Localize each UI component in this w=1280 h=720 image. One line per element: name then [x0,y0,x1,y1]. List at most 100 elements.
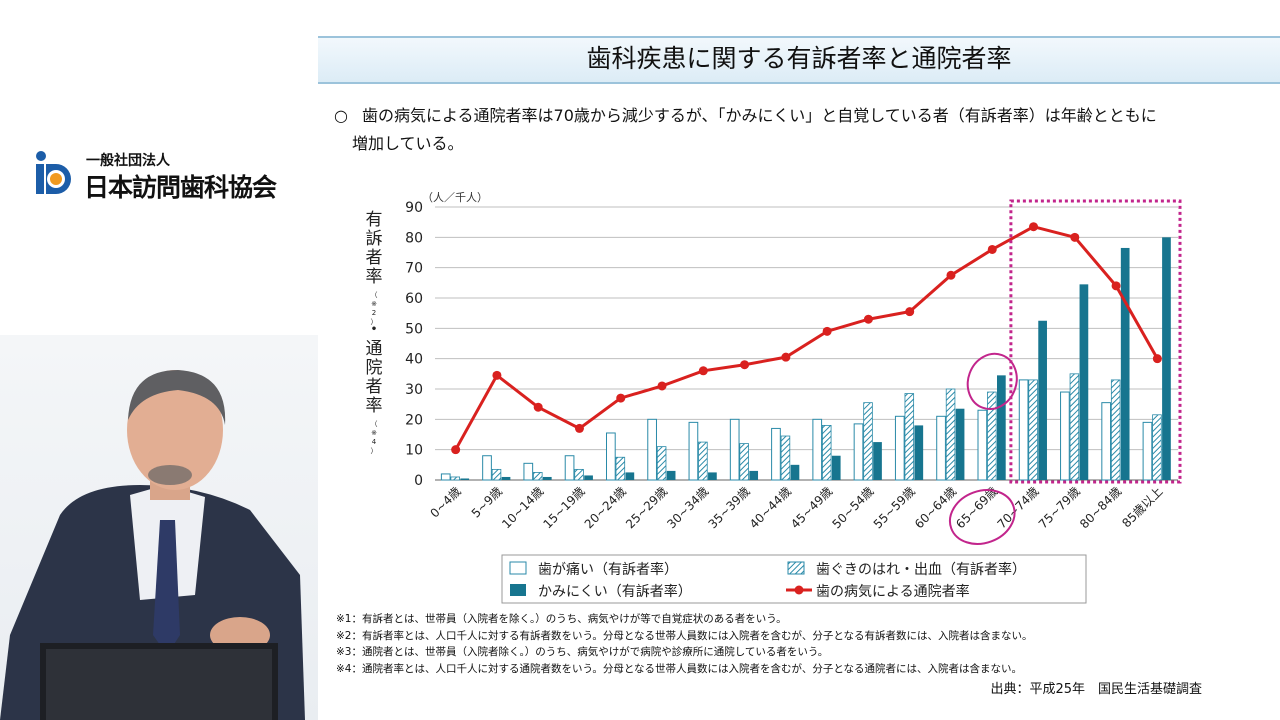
bar [729,418,740,481]
bar [708,472,717,480]
x-tick-label: 60~64歳 [912,484,959,531]
bar [1079,284,1089,480]
line-point [863,314,873,324]
x-tick-label: 5~9歳 [469,484,505,520]
bar [625,472,635,480]
organization-logo: 一般社団法人 日本訪問歯科協会 [34,150,304,202]
bar [606,432,616,481]
y-label-char: 通 [366,339,383,359]
line-point [740,360,750,370]
y-axis-label: 有訴者率（※2）・通院者率（※4） [366,210,383,455]
y-label-note-char: （ [371,291,378,299]
bar [749,470,759,480]
y-label-char: ・ [366,320,383,340]
y-tick-label: 30 [405,382,423,398]
line-point [616,393,626,403]
line-point [574,423,584,433]
organization-type: 一般社団法人 [86,153,170,169]
bar [501,476,511,480]
bar [1038,320,1047,480]
x-tick-label: 35~39歳 [706,484,753,531]
y-tick-label: 10 [405,443,423,459]
y-tick-label: 40 [405,352,423,368]
bar [666,470,676,480]
bar [1028,379,1038,481]
x-tick-label: 45~49歳 [788,484,835,531]
circle-mark [966,352,1018,410]
bar [904,393,915,481]
y-label-note-char: ） [371,447,378,455]
logo-mark-icon [36,151,71,194]
line-point [1152,354,1162,364]
annotations [948,199,1182,545]
bar [821,424,832,481]
line-point [698,366,708,376]
bars [440,237,1171,481]
visit-rate-line [451,222,1162,455]
y-label-char: 率 [366,267,383,287]
left-panel: 一般社団法人 日本訪問歯科協会 [0,0,318,720]
bullet-marker: ○ [334,106,348,125]
x-tick-label: 0~4歳 [427,484,463,520]
y-tick-label: 80 [405,230,423,246]
x-tick-label: 25~29歳 [623,484,670,531]
line-point [492,370,502,380]
line-point [451,445,461,455]
bar [440,473,451,481]
y-label-note-char: 4 [372,438,377,446]
presenter-video [0,335,318,720]
footnotes: ※1：有訴者とは、世帯員（入院者を除く。）のうち、病気やけが等で自覚症状のある者… [336,611,1033,677]
footnote-1: ※1：有訴者とは、世帯員（入院者を除く。）のうち、病気やけが等で自覚症状のある者… [336,613,787,625]
x-tick-label: 55~59歳 [871,484,918,531]
bar [831,455,841,480]
intro-line-1: 歯の病気による通院者率は70歳から減少するが、「かみにくい」と自覚している者（有… [362,106,1157,125]
bar [739,443,749,481]
legend-label: かみにくい（有訴者率） [538,583,692,600]
bar [491,468,502,481]
bar [482,455,492,481]
line-point [1070,232,1080,242]
y-label-char: 率 [366,396,383,416]
organization-name: 日本訪問歯科協会 [84,173,277,202]
bar [542,476,552,480]
y-label-char: 訴 [366,229,383,249]
line-point [1029,222,1039,232]
bar [812,418,823,481]
highlight-box [1009,199,1182,484]
line-point [781,352,791,362]
bar [955,408,965,480]
series-line [454,225,1159,451]
presenter-figure [0,370,305,720]
legend-swatch [510,584,526,596]
bar [863,402,873,481]
y-tick-label: 60 [405,291,423,307]
bar [1162,237,1171,480]
footnote-2: ※2：有訴者率とは、人口千人に対する有訴者数をいう。分母となる世帯人員数には入院… [336,629,1033,642]
legend: 歯が痛い（有訴者率） 歯ぐきのはれ・出血（有訴者率） かみにくい（有訴者率） 歯の病気… [501,554,1087,604]
bar [523,462,534,481]
bar [450,476,460,481]
circle-mark [948,489,1016,545]
intro-text: ○ 歯の病気による通院者率は70歳から減少するが、「かみにくい」と自覚している者（… [334,102,1264,158]
bar [564,455,575,481]
x-tick-label: 20~24歳 [582,484,629,531]
y-tick-label: 50 [405,321,423,337]
y-label-note-char: （ [371,420,378,428]
legend-label: 歯の病気による通院者率 [816,583,970,600]
bar [656,446,667,481]
x-tick-label: 40~44歳 [747,484,794,531]
line-point [533,402,543,412]
bar [584,475,593,480]
bar [460,478,470,480]
x-tick-label: 30~34歳 [664,484,711,531]
bar [1101,402,1112,481]
bar [997,375,1006,480]
y-label-char: 者 [366,248,383,268]
legend-swatch [794,585,804,595]
title-bar: 歯科疾患に関する有訴者率と通院者率 [318,36,1280,84]
legend-swatch [509,561,527,575]
bar [914,425,924,480]
y-tick-label: 0 [414,473,423,489]
dental-chart: （人／千人） 有訴者率（※2）・通院者率（※4） 010203040506070… [366,191,1182,604]
y-tick-label: 70 [405,261,423,277]
